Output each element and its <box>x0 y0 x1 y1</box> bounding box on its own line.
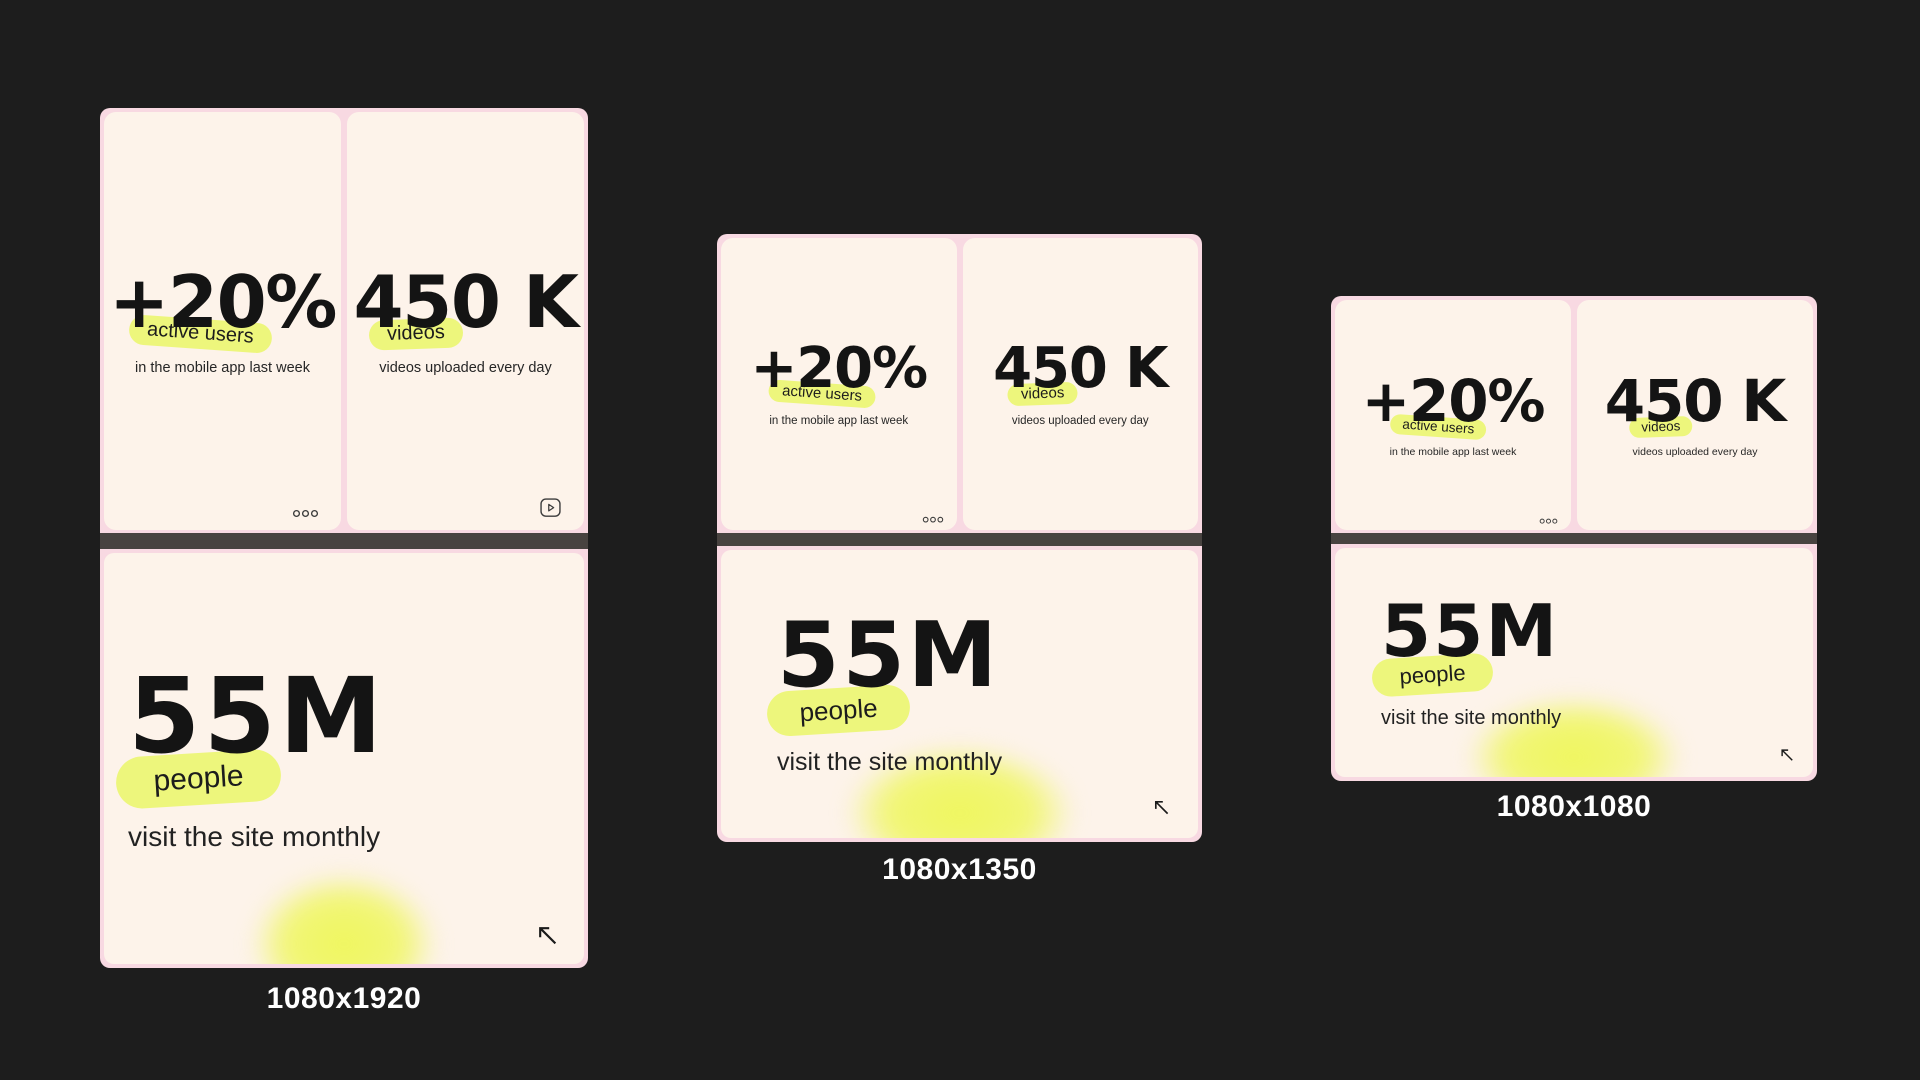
stat-caption: videos uploaded every day <box>379 360 552 377</box>
stat-card-videos: 450 K videos videos uploaded every day <box>962 238 1198 530</box>
stat-card-videos: 450 K videos videos uploaded every day <box>347 112 584 530</box>
more-dots-icon <box>922 516 943 523</box>
top-card-row: +20% active users in the mobile app last… <box>721 238 1198 530</box>
size-label: 1080x1350 <box>882 853 1037 886</box>
yellow-blob <box>799 718 1120 838</box>
stat-card-visitors: 55M people visit the site monthly <box>721 550 1198 838</box>
stat-card-active-users: +20% active users in the mobile app last… <box>104 112 341 530</box>
stat-value: 450 K <box>1604 367 1787 436</box>
stat-caption: visit the site monthly <box>777 747 1003 776</box>
stat-caption: in the mobile app last week <box>1389 445 1517 458</box>
top-card-row: +20% active users in the mobile app last… <box>1335 300 1813 530</box>
stat-block: 450 K videos videos uploaded every day <box>353 259 579 377</box>
mockup-square-1080x1080: +20% active users in the mobile app last… <box>1331 296 1817 822</box>
stat-value: 55M <box>1381 589 1560 674</box>
stat-card-videos: 450 K videos videos uploaded every day <box>1577 300 1813 530</box>
size-label: 1080x1080 <box>1496 790 1652 823</box>
size-label: 1080x1920 <box>266 982 422 1015</box>
design-frame: +20% active users in the mobile app last… <box>717 234 1202 842</box>
arrow-up-left-icon <box>1781 749 1793 761</box>
stat-card-visitors: 55M people visit the site monthly <box>104 553 584 964</box>
stat-caption: videos uploaded every day <box>1011 414 1149 427</box>
stat-card-active-users: +20% active users in the mobile app last… <box>721 238 957 530</box>
separator-bar <box>717 533 1202 546</box>
stat-caption: videos uploaded every day <box>1632 445 1758 458</box>
design-frame: +20% active users in the mobile app last… <box>1331 296 1817 781</box>
stat-caption: visit the site monthly <box>128 821 381 853</box>
stat-value: 450 K <box>353 259 579 344</box>
stat-value: 55M <box>777 603 1000 709</box>
stat-value: +20% <box>1361 367 1546 436</box>
stat-block: 450 K videos videos uploaded every day <box>993 336 1168 427</box>
play-button-icon <box>540 498 561 517</box>
stat-caption: visit the site monthly <box>1381 706 1562 729</box>
stat-value: 55M <box>128 654 386 777</box>
more-dots-icon <box>1539 518 1558 524</box>
stat-card-visitors: 55M people visit the site monthly <box>1335 548 1813 777</box>
more-dots-icon <box>292 509 319 518</box>
stat-value: +20% <box>109 259 337 344</box>
stat-block: +20% active users in the mobile app last… <box>1361 367 1546 458</box>
stat-caption: in the mobile app last week <box>135 360 310 377</box>
design-frame: +20% active users in the mobile app last… <box>100 108 588 968</box>
stat-caption: in the mobile app last week <box>769 414 909 427</box>
top-card-row: +20% active users in the mobile app last… <box>104 112 584 530</box>
stat-value: +20% <box>750 336 929 402</box>
mockup-story-1080x1920: +20% active users in the mobile app last… <box>100 108 588 1014</box>
stat-block: +20% active users in the mobile app last… <box>109 259 337 377</box>
separator-bar <box>1331 533 1817 544</box>
stat-card-active-users: +20% active users in the mobile app last… <box>1335 300 1571 530</box>
arrow-up-left-icon <box>539 927 557 945</box>
separator-bar <box>100 533 588 549</box>
stat-block: +20% active users in the mobile app last… <box>750 336 929 427</box>
yellow-blob <box>214 844 474 964</box>
stat-block: 450 K videos videos uploaded every day <box>1604 367 1787 458</box>
mockup-portrait-1080x1350: +20% active users in the mobile app last… <box>717 234 1202 885</box>
arrow-up-left-icon <box>1154 800 1169 815</box>
stat-value: 450 K <box>993 336 1168 402</box>
